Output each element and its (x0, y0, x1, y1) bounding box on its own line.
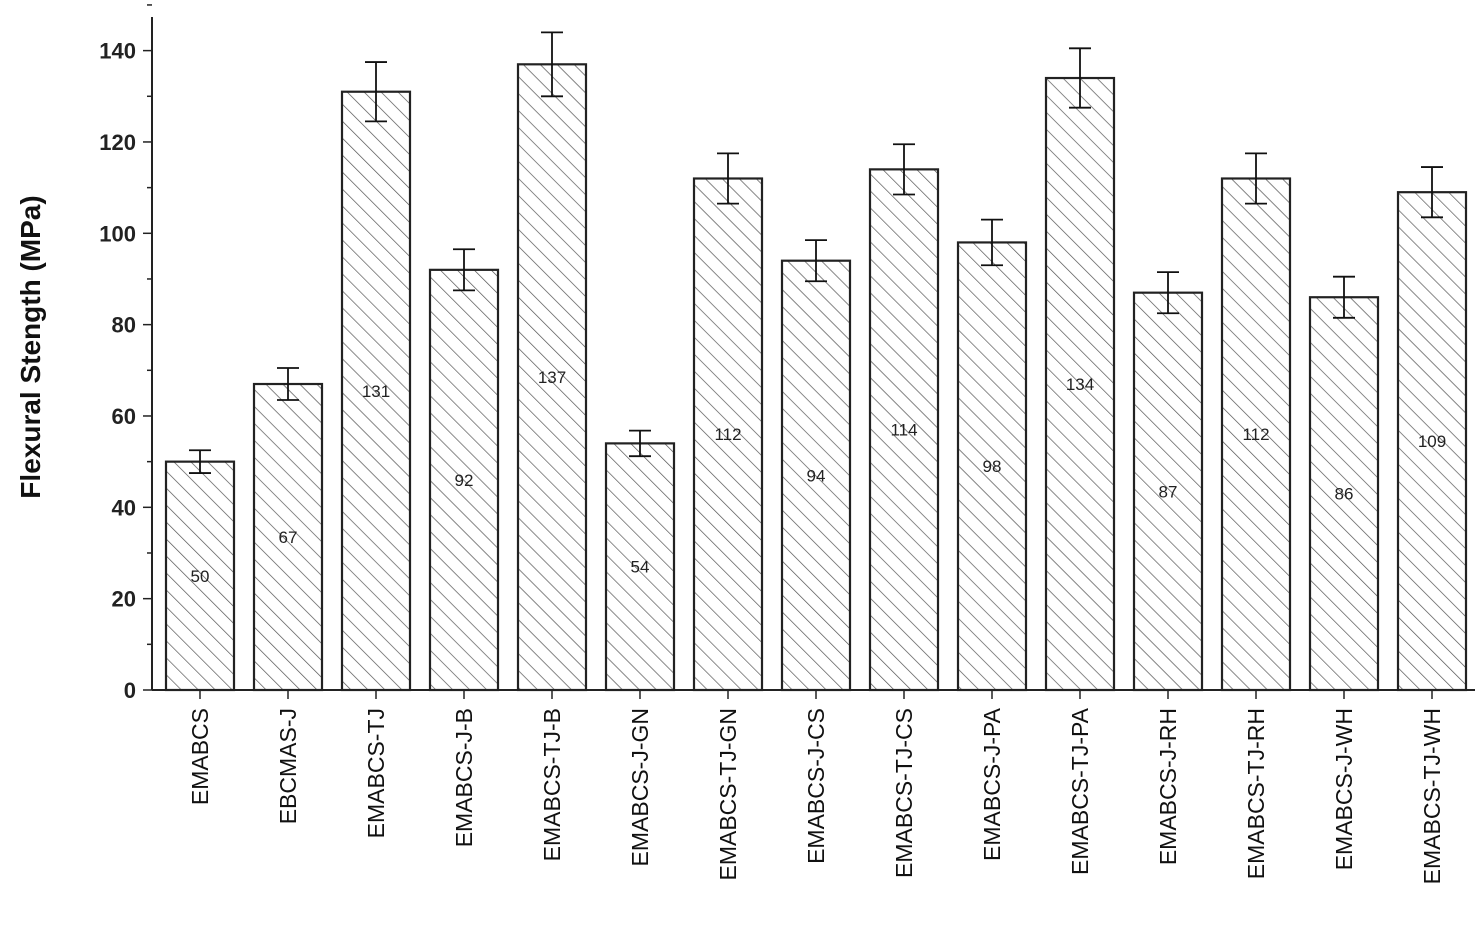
data-labels: 50 67 131 92 137 54 112 94 114 98 134 87 112 86 109 (191, 368, 1447, 586)
y-tick-label: 20 (112, 587, 136, 612)
category-label: EMABCS-TJ-RH (1243, 708, 1269, 879)
category-label: EMABCS-TJ-PA (1067, 707, 1093, 875)
y-tick-label: 100 (99, 221, 136, 246)
category-label: EBCMAS-J (275, 708, 301, 824)
bar (956, 241, 1028, 692)
y-tick-label: 40 (112, 495, 136, 520)
data-label: 54 (631, 558, 650, 577)
data-label: 94 (807, 466, 826, 485)
category-label: EMABCS (187, 708, 213, 805)
category-label: EMABCS-J-B (451, 708, 477, 847)
category-label: EMABCS-TJ-CS (891, 708, 917, 878)
category-label: EMABCS-J-RH (1155, 708, 1181, 865)
data-label: 134 (1066, 375, 1094, 394)
bar (252, 382, 324, 692)
y-tick-label: 60 (112, 404, 136, 429)
bar (428, 268, 500, 692)
data-label: 50 (191, 567, 210, 586)
category-label: EMABCS-TJ (363, 708, 389, 838)
category-label: EMABCS-J-CS (803, 708, 829, 864)
data-label: 92 (455, 471, 474, 490)
data-label: 87 (1159, 482, 1178, 501)
bar (340, 90, 412, 692)
category-label: EMABCS-J-GN (627, 708, 653, 866)
data-label: 86 (1335, 485, 1354, 504)
bars (164, 63, 1468, 692)
data-label: 131 (362, 382, 390, 401)
category-label: EMABCS-TJ-WH (1419, 708, 1445, 884)
bar (1308, 296, 1380, 692)
bar (516, 63, 588, 692)
category-label: EMABCS-J-PA (979, 707, 1005, 861)
category-label: EMABCS-TJ-B (539, 708, 565, 861)
bar (604, 442, 676, 692)
bar (780, 259, 852, 692)
bar (1044, 76, 1116, 692)
y-tick-label: 140 (99, 39, 136, 64)
y-tick-label: 80 (112, 313, 136, 338)
data-label: 112 (714, 425, 741, 444)
bar (1396, 191, 1468, 692)
bar (692, 177, 764, 692)
error-bars (189, 31, 1443, 474)
bar (1132, 291, 1204, 692)
data-label: 137 (538, 368, 566, 387)
y-tick-label: 0 (124, 678, 136, 703)
bar (164, 460, 236, 692)
data-label: 112 (1242, 425, 1269, 444)
data-label: 109 (1418, 432, 1446, 451)
category-label: EMABCS-TJ-GN (715, 708, 741, 881)
data-label: 98 (983, 457, 1002, 476)
y-axis-title: Flexural Stength (MPa) (15, 195, 46, 498)
data-label: 114 (890, 421, 917, 440)
tick-labels: 0 20 40 60 80 100 120 140 EMABCS EBCMAS-J EMABCS-T… (99, 39, 1445, 885)
category-label: EMABCS-J-WH (1331, 708, 1357, 870)
data-label: 67 (279, 528, 298, 547)
y-tick-label: 120 (99, 130, 136, 155)
bar (868, 168, 940, 692)
